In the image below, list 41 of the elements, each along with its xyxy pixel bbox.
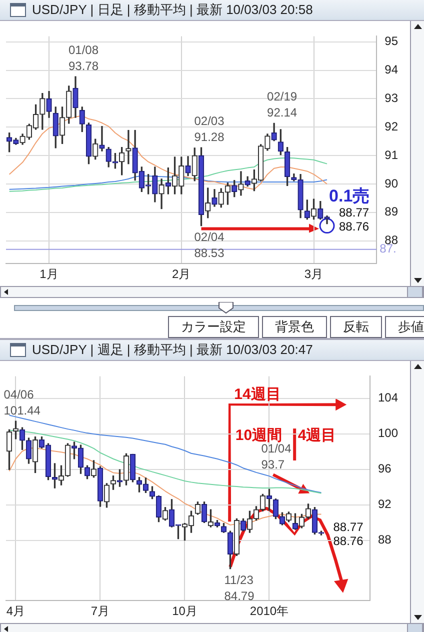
y-tick-label: 94 bbox=[384, 62, 398, 77]
annotation: 02/03 91.28 bbox=[194, 114, 225, 144]
candlestick bbox=[126, 130, 132, 164]
annotation: 01/04 93.7 bbox=[261, 442, 292, 472]
x-tick-label: 2月 bbox=[172, 267, 191, 282]
text: 88.77 bbox=[333, 520, 364, 534]
y-tick-label: 96 bbox=[378, 462, 392, 476]
annotation: 4週目 bbox=[298, 426, 336, 444]
y-tick-label: 93 bbox=[384, 91, 398, 106]
x-tick-label: 1月 bbox=[40, 267, 58, 282]
annotation: 0.1売 bbox=[329, 186, 370, 206]
annotation: 10週間 bbox=[235, 426, 282, 444]
text: 反転 bbox=[330, 316, 382, 338]
annotation: 02/04 88.53 bbox=[194, 230, 225, 260]
y-tick-label: 100 bbox=[378, 426, 398, 440]
text: 88.76 bbox=[333, 534, 364, 548]
annotation: 01/08 93.78 bbox=[68, 42, 99, 73]
y-tick-label: 92 bbox=[378, 497, 392, 512]
y-tick-label: 104 bbox=[378, 390, 398, 405]
y-tick-label: 91 bbox=[384, 148, 398, 162]
y-tick-label: 92 bbox=[384, 119, 398, 134]
y-tick-label: 88 bbox=[378, 532, 392, 547]
x-tick-label: 7月 bbox=[90, 604, 110, 618]
x-tick-label: 4月 bbox=[6, 604, 26, 618]
annotation: 14週目 bbox=[234, 386, 281, 403]
x-tick-label: 3月 bbox=[304, 267, 324, 282]
x-tick-label: 10月 bbox=[172, 604, 198, 618]
text: 88.76 bbox=[339, 219, 370, 234]
y-tick-label: 89 bbox=[384, 204, 398, 219]
text: カラー設定 bbox=[168, 316, 259, 338]
annotation: 02/19 92.14 bbox=[267, 89, 298, 120]
x-tick-label: 2010年 bbox=[250, 604, 289, 618]
y-tick-label: 95 bbox=[384, 34, 398, 48]
annotation: 11/23 84.79 bbox=[224, 573, 255, 604]
text: 背景色 bbox=[262, 316, 327, 338]
text: 88.77 bbox=[339, 205, 370, 220]
annotation: 04/06 101.44 bbox=[4, 387, 41, 418]
chart-title: USD/JPY | 週足 | 移動平均 | 最新 10/03/03 20:47 bbox=[32, 341, 313, 359]
text: 歩値 bbox=[385, 316, 424, 338]
y-tick-label: 90 bbox=[384, 176, 398, 190]
chart-title: USD/JPY | 日足 | 移動平均 | 最新 10/03/03 20:58 bbox=[32, 1, 313, 19]
